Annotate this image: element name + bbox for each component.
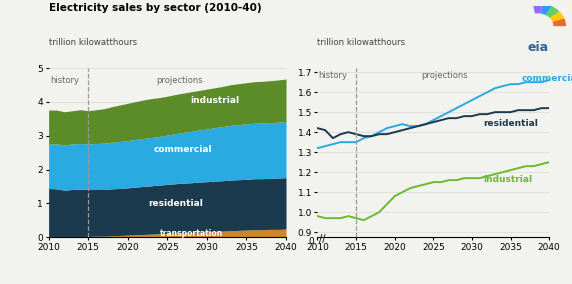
Text: trillion kilowatthours: trillion kilowatthours: [317, 38, 406, 47]
Text: Electricity sales by sector (2010-40): Electricity sales by sector (2010-40): [49, 3, 261, 13]
Text: industrial: industrial: [483, 175, 533, 184]
Text: commercial: commercial: [522, 74, 572, 83]
Wedge shape: [553, 18, 566, 26]
Text: trillion kilowatthours: trillion kilowatthours: [49, 38, 137, 47]
Text: commercial: commercial: [154, 145, 212, 154]
Wedge shape: [546, 6, 559, 18]
Text: eia: eia: [527, 41, 548, 54]
Text: history: history: [319, 71, 347, 80]
Text: transportation: transportation: [160, 229, 223, 238]
Text: history: history: [50, 76, 79, 85]
Text: residential: residential: [148, 199, 202, 208]
Text: projections: projections: [156, 76, 202, 85]
Wedge shape: [550, 11, 565, 22]
Text: //: //: [319, 234, 325, 244]
Wedge shape: [533, 3, 543, 14]
Wedge shape: [541, 3, 552, 15]
Text: industrial: industrial: [190, 96, 239, 105]
Text: 0: 0: [309, 237, 315, 246]
Text: residential: residential: [483, 119, 538, 128]
Text: projections: projections: [422, 71, 468, 80]
